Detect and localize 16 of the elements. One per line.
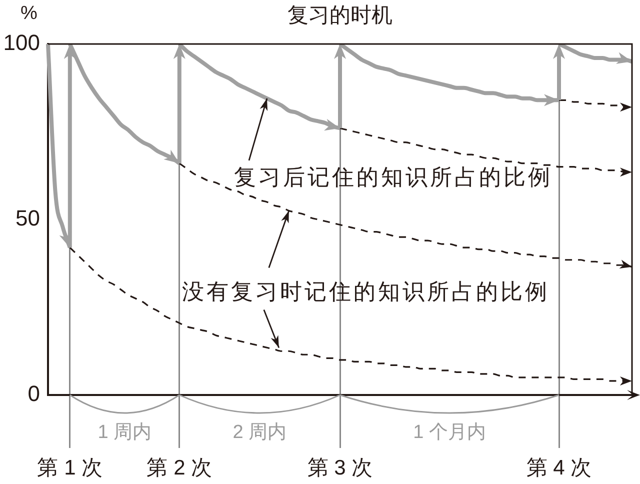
x-tick-label: 第 4 次: [526, 456, 592, 480]
text: 复习后记住的知识所占的比例: [234, 164, 552, 190]
y-axis-title: %: [20, 3, 38, 24]
x-tick-label: 第 3 次: [307, 456, 373, 480]
text: 1 周内: [98, 422, 152, 444]
text: 1 个月内: [413, 422, 486, 444]
text: 2 周内: [232, 422, 287, 444]
series-label: 没有复习时记住的知识所占的比例: [182, 278, 550, 304]
point: [620, 376, 632, 386]
y-tick-label: 0: [28, 381, 40, 406]
x-tick-label: 第 2 次: [146, 456, 212, 480]
point: [620, 168, 632, 177]
y-tick-label: 50: [16, 206, 40, 231]
y-tick-label: 100: [3, 30, 40, 56]
chart-title: 复习的时机: [288, 4, 392, 27]
x-tick-label: 第 1 次: [37, 456, 103, 480]
